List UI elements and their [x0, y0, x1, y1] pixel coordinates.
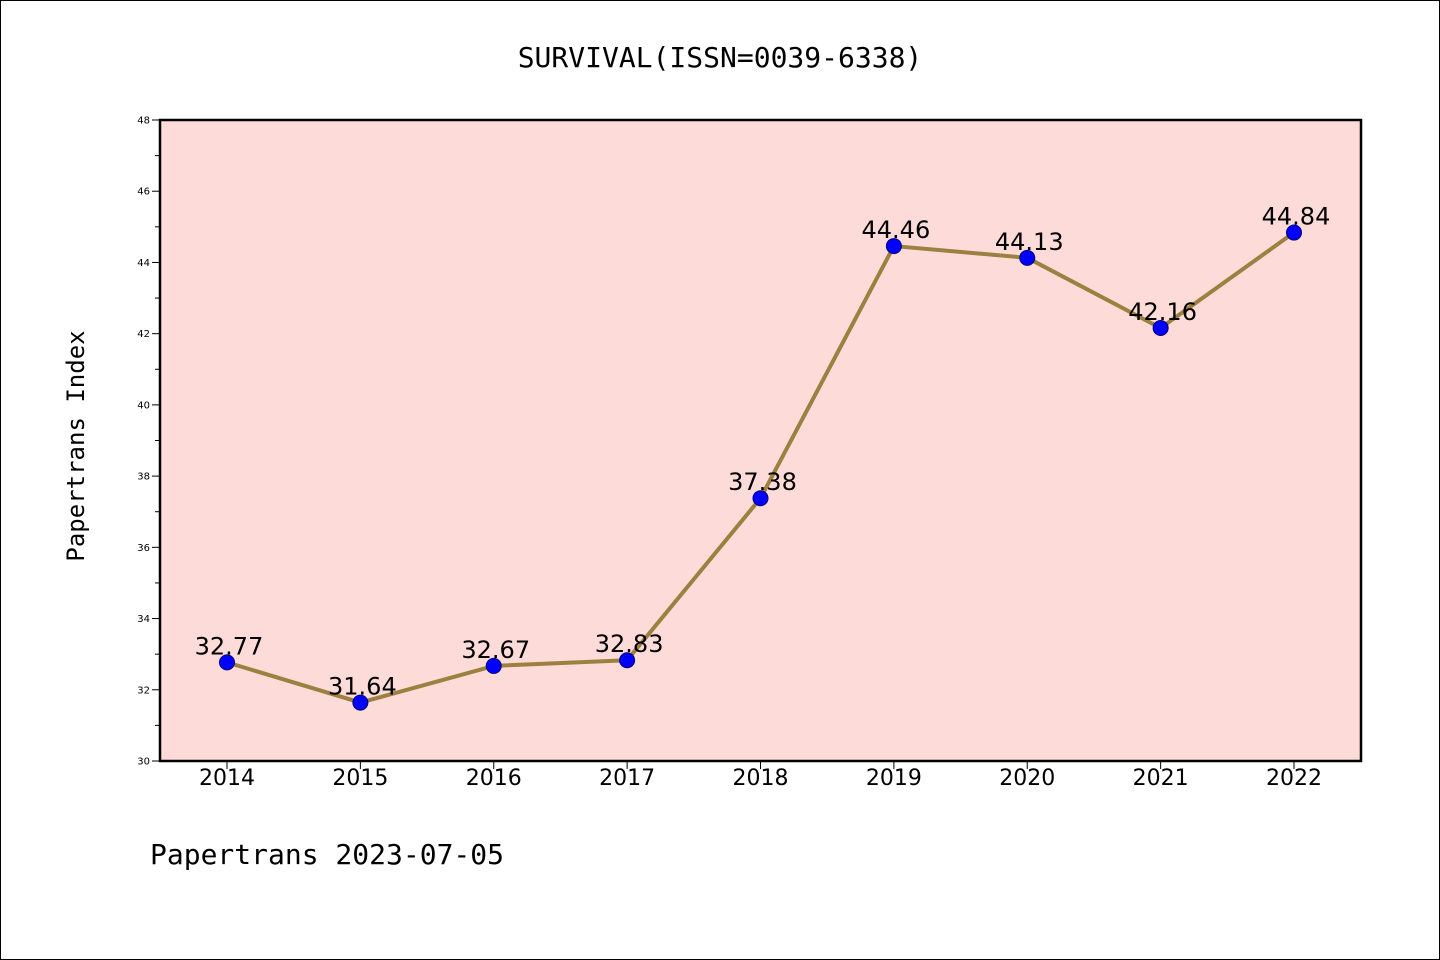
y-tick-label: 30 [137, 757, 150, 768]
footer-credit: Papertrans 2023-07-05 [150, 838, 504, 871]
y-tick-label: 36 [137, 543, 150, 554]
x-tick-label: 2017 [599, 766, 655, 791]
x-axis: 2014 2015 2016 2017 2018 2019 2020 2021 2022 [199, 761, 1322, 791]
data-label: 42.16 [1128, 298, 1197, 326]
y-tick-label: 32 [137, 685, 150, 696]
y-axis: 30 32 34 36 38 40 42 44 46 48 [137, 116, 160, 768]
data-label: 32.77 [195, 632, 264, 660]
x-tick-label: 2015 [332, 766, 388, 791]
x-tick-label: 2016 [466, 766, 522, 791]
y-tick-label: 48 [137, 116, 150, 127]
data-label: 37.38 [728, 468, 797, 496]
data-label: 44.46 [862, 216, 931, 244]
y-tick-label: 40 [137, 400, 150, 411]
data-label: 44.84 [1262, 203, 1331, 231]
y-axis-label: Papertrans Index [62, 330, 90, 561]
chart-title: SURVIVAL(ISSN=0039-6338) [518, 41, 923, 74]
x-tick-label: 2014 [199, 766, 255, 791]
y-tick-label: 38 [137, 472, 150, 483]
data-label: 44.13 [995, 228, 1064, 256]
data-label: 31.64 [328, 673, 397, 701]
data-label: 32.83 [595, 630, 664, 658]
plot-area [160, 120, 1361, 761]
y-tick-label: 34 [137, 614, 150, 625]
x-tick-label: 2022 [1266, 766, 1322, 791]
line-chart: SURVIVAL(ISSN=0039-6338) Papertrans Inde… [0, 0, 1440, 960]
data-label: 32.67 [461, 636, 530, 664]
x-tick-label: 2019 [866, 766, 922, 791]
x-tick-label: 2021 [1133, 766, 1189, 791]
x-tick-label: 2018 [733, 766, 789, 791]
y-tick-label: 44 [137, 258, 150, 269]
y-tick-label: 42 [137, 329, 150, 340]
x-tick-label: 2020 [999, 766, 1055, 791]
y-tick-label: 46 [137, 187, 150, 198]
